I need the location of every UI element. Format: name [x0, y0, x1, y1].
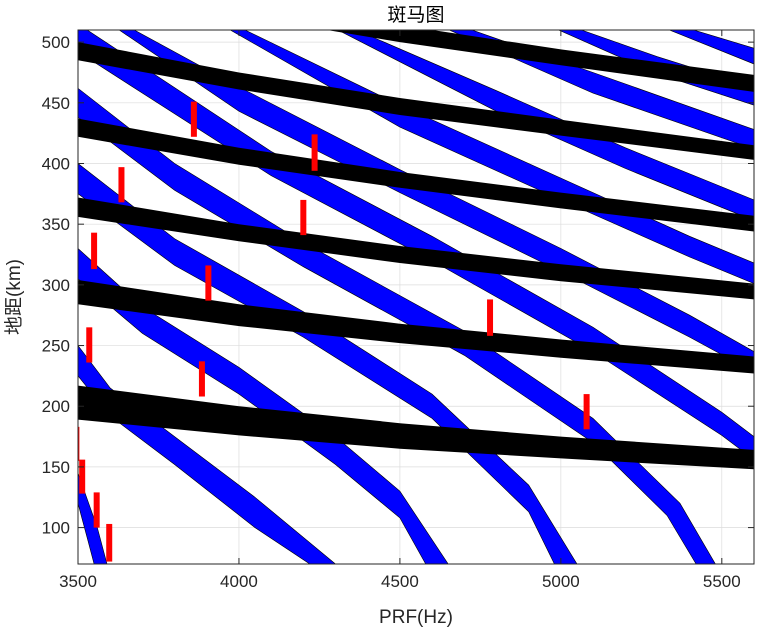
plot-area: [78, 30, 754, 564]
marker-bar: [487, 299, 494, 336]
marker-bar: [205, 265, 212, 301]
x-tick-label: 5000: [542, 572, 580, 591]
y-tick-label: 200: [42, 397, 70, 416]
nadir-3-band: [78, 197, 754, 300]
axes-box: [77, 29, 755, 565]
nadir-5-band: [78, 42, 754, 160]
y-tick-label: 450: [42, 94, 70, 113]
chart-title: 斑马图: [387, 4, 444, 26]
transmit-1-band: [78, 472, 108, 564]
transmit-5-band: [78, 87, 716, 564]
transmit-6-band: [78, 30, 754, 460]
marker-bar: [300, 199, 307, 236]
x-tick-label: 4000: [220, 572, 258, 591]
marker-bar: [93, 492, 100, 528]
transmit-7-band: [118, 30, 754, 373]
y-tick-label: 150: [42, 458, 70, 477]
y-tick-label: 100: [42, 519, 70, 538]
marker-bar: [198, 361, 205, 397]
y-tick-label: 250: [42, 337, 70, 356]
y-tick-label: 400: [42, 155, 70, 174]
x-axis-label: PRF(Hz): [379, 607, 453, 628]
marker-bar: [86, 327, 93, 363]
x-tick-label: 5500: [703, 572, 741, 591]
axis-ticks: 3500 4000 4500 5000 5500 100 150 200 250 300 350 40…: [42, 30, 754, 591]
marker-bar: [79, 459, 86, 494]
marker-bar: [583, 394, 590, 430]
marker-bar: [91, 232, 98, 270]
y-tick-label: 500: [42, 33, 70, 52]
marker-bar: [78, 426, 80, 461]
y-tick-label: 350: [42, 215, 70, 234]
x-tick-label: 4500: [381, 572, 419, 591]
marker-bar: [118, 167, 125, 203]
transmit-12-band: [668, 30, 754, 65]
marker-bar: [106, 523, 113, 562]
nadir-6-band: [326, 30, 754, 92]
marker-bar: [190, 101, 197, 137]
transmit-4-band: [78, 163, 578, 564]
nadir-1-band: [78, 385, 754, 470]
x-tick-label: 3500: [59, 572, 97, 591]
nadir-4-band: [78, 118, 754, 232]
y-axis-label: 地距(km): [3, 259, 25, 335]
marker-bar: [311, 134, 318, 171]
y-tick-label: 300: [42, 276, 70, 295]
transmit-3-band: [78, 248, 449, 564]
nadir-2-band: [78, 280, 754, 374]
